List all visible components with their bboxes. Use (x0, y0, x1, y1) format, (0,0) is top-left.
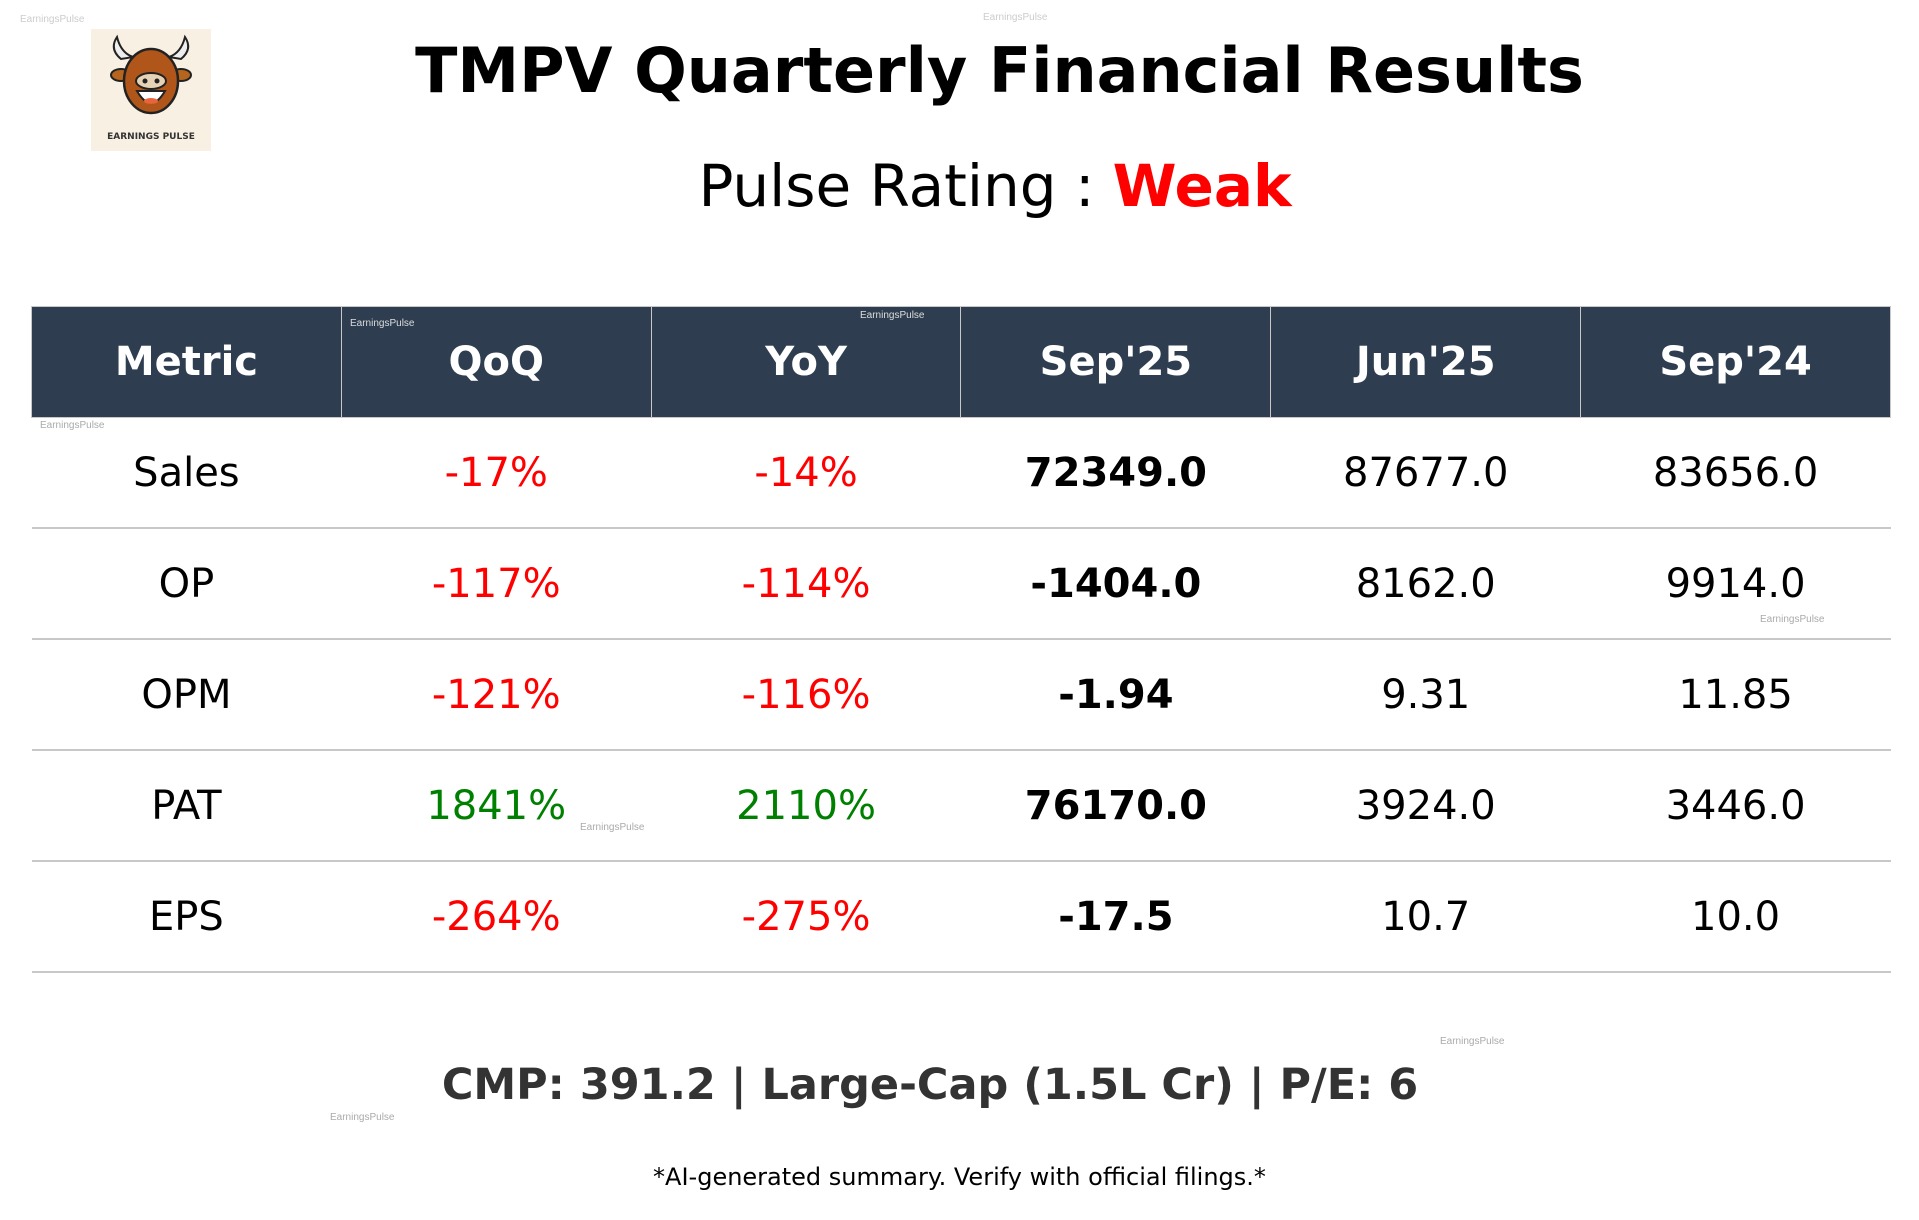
cell-metric: OP (31, 528, 342, 640)
cell-jun25: 9.31 (1270, 639, 1581, 751)
cell-sep24: 3446.0 (1580, 750, 1891, 862)
table-row: PAT 1841% 2110% 76170.0 3924.0 3446.0 (31, 750, 1891, 862)
cell-yoy: -14% (651, 417, 961, 529)
watermark: EarningsPulse (40, 420, 105, 431)
header-sep24: Sep'24 (1580, 306, 1891, 418)
header-qoq: QoQ (340, 306, 652, 418)
cell-metric: Sales (31, 417, 342, 529)
table-row: EPS -264% -275% -17.5 10.7 10.0 (31, 861, 1891, 973)
disclaimer: *AI-generated summary. Verify with offic… (653, 1163, 1266, 1191)
watermark: EarningsPulse (983, 12, 1048, 23)
cell-qoq: -264% (341, 861, 652, 973)
header-yoy: YoY (650, 306, 962, 418)
watermark: EarningsPulse (1760, 614, 1825, 625)
header-metric: Metric (31, 306, 342, 418)
header-jun25: Jun'25 (1270, 306, 1582, 418)
cell-jun25: 8162.0 (1270, 528, 1581, 640)
cell-sep25: 76170.0 (960, 750, 1271, 862)
watermark: EarningsPulse (350, 318, 415, 329)
watermark: EarningsPulse (20, 14, 85, 25)
cell-jun25: 87677.0 (1270, 417, 1581, 529)
cell-qoq: -17% (341, 417, 652, 529)
cell-qoq: -117% (341, 528, 652, 640)
cell-sep24: 9914.0 (1580, 528, 1891, 640)
valuation-summary: CMP: 391.2 | Large-Cap (1.5L Cr) | P/E: … (441, 1060, 1419, 1110)
page-title: TMPV Quarterly Financial Results (415, 34, 1584, 107)
cell-metric: OPM (31, 639, 342, 751)
table-row: OP -117% -114% -1404.0 8162.0 9914.0 (31, 528, 1891, 640)
cell-sep25: -1.94 (960, 639, 1271, 751)
watermark: EarningsPulse (580, 822, 645, 833)
logo-text: EARNINGS PULSE (107, 132, 195, 142)
cell-metric: EPS (31, 861, 342, 973)
watermark: EarningsPulse (1440, 1036, 1505, 1047)
pulse-rating-value: Weak (1112, 152, 1292, 220)
cell-yoy: -114% (651, 528, 961, 640)
cell-jun25: 10.7 (1270, 861, 1581, 973)
cell-sep25: 72349.0 (960, 417, 1271, 529)
cell-yoy: -275% (651, 861, 961, 973)
cell-qoq: -121% (341, 639, 652, 751)
watermark: EarningsPulse (860, 310, 925, 321)
header-sep25: Sep'25 (960, 306, 1272, 418)
cell-yoy: 2110% (651, 750, 961, 862)
cell-qoq: 1841% (341, 750, 652, 862)
pulse-rating: Pulse Rating : Weak (0, 152, 1919, 220)
cell-yoy: -116% (651, 639, 961, 751)
cell-sep25: -1404.0 (960, 528, 1271, 640)
cell-sep24: 83656.0 (1580, 417, 1891, 529)
cell-sep24: 11.85 (1580, 639, 1891, 751)
table-row: Sales -17% -14% 72349.0 87677.0 83656.0 (31, 417, 1891, 529)
table-row: OPM -121% -116% -1.94 9.31 11.85 (31, 639, 1891, 751)
cell-jun25: 3924.0 (1270, 750, 1581, 862)
watermark: EarningsPulse (330, 1112, 395, 1123)
results-table: Metric QoQ YoY Sep'25 Jun'25 Sep'24 Sale… (31, 306, 1891, 973)
cell-sep24: 10.0 (1580, 861, 1891, 973)
cell-sep25: -17.5 (960, 861, 1271, 973)
logo: EARNINGS PULSE (91, 29, 211, 151)
pulse-rating-label: Pulse Rating : (698, 152, 1095, 220)
cell-metric: PAT (31, 750, 342, 862)
bull-icon (110, 34, 192, 115)
